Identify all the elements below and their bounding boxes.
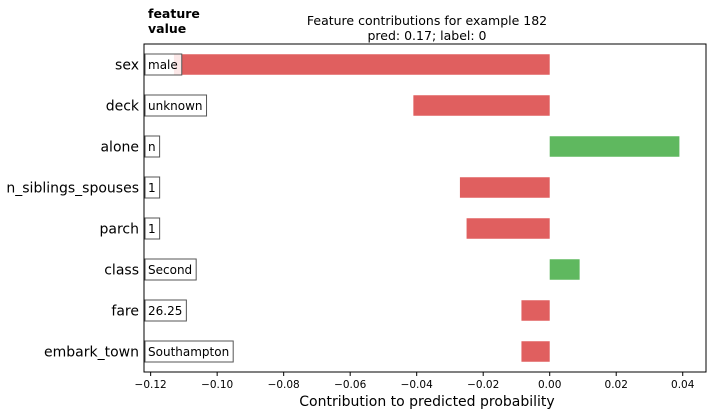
x-tick-label: −0.06 <box>334 379 366 391</box>
feature-value-n_siblings_spouses: 1 <box>148 181 156 195</box>
x-tick-label: 0.02 <box>605 379 628 391</box>
feature-value-alone: n <box>148 140 156 154</box>
bar-n_siblings_spouses <box>459 177 550 198</box>
chart-subtitle: pred: 0.17; label: 0 <box>368 28 487 43</box>
bar-class <box>549 259 580 280</box>
bar-sex <box>173 54 550 75</box>
x-tick-label: −0.04 <box>401 379 433 391</box>
feature-value-embark_town: Southampton <box>148 345 229 359</box>
category-label-class: class <box>104 263 139 279</box>
x-tick-label: −0.12 <box>135 379 167 391</box>
x-tick-label: −0.02 <box>467 379 499 391</box>
bar-embark_town <box>521 341 550 362</box>
category-label-embark_town: embark_town <box>44 345 139 361</box>
bar-deck <box>413 95 550 116</box>
feature-value-box-sex <box>144 53 183 76</box>
category-label-deck: deck <box>106 99 140 115</box>
category-label-fare: fare <box>111 304 139 320</box>
x-tick-label: 0.00 <box>538 379 561 391</box>
column-header-value: value <box>148 21 186 36</box>
feature-value-class: Second <box>148 263 192 277</box>
category-label-n_siblings_spouses: n_siblings_spouses <box>6 181 139 197</box>
bar-parch <box>466 218 550 239</box>
x-tick-label: 0.04 <box>671 379 695 391</box>
x-axis-ticks: −0.12 −0.10 −0.08 −0.06 −0.04 −0.02 0.00 0.02 0.… <box>135 372 695 391</box>
plot-frame <box>143 43 707 373</box>
category-label-sex: sex <box>115 58 139 74</box>
category-label-alone: alone <box>100 140 139 156</box>
feature-value-fare: 26.25 <box>148 304 182 318</box>
feature-value-box-embark_town <box>144 340 234 363</box>
column-header-feature: feature <box>148 6 200 21</box>
x-axis-label: Contribution to predicted probability <box>299 394 554 410</box>
feature-value-deck: unknown <box>148 99 203 113</box>
x-tick-label: −0.10 <box>201 379 233 391</box>
feature-value-box-parch <box>144 217 161 240</box>
feature-value-box-fare <box>144 299 187 322</box>
bar-fare <box>521 300 550 321</box>
bars-group <box>173 54 680 362</box>
bar-alone <box>549 136 680 157</box>
feature-value-box-n_siblings_spouses <box>144 176 161 199</box>
feature-value-parch: 1 <box>148 222 156 236</box>
chart-title: Feature contributions for example 182 <box>307 13 547 28</box>
category-label-parch: parch <box>100 222 139 238</box>
feature-value-box-deck <box>144 94 208 117</box>
x-tick-label: −0.08 <box>268 379 300 391</box>
feature-value-boxes: male unknown n 1 1 Second 26.25 Southampton <box>144 53 234 363</box>
feature-value-box-class <box>144 258 197 281</box>
feature-value-box-alone <box>144 135 161 158</box>
feature-value-sex: male <box>148 58 178 72</box>
